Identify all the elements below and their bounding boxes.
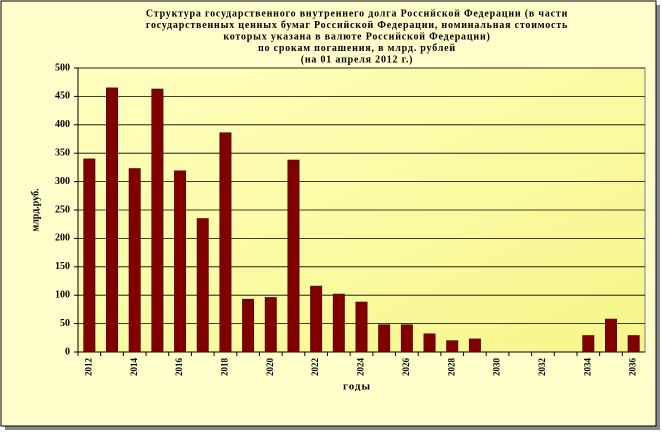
x-tick-label: 2024 bbox=[356, 358, 366, 377]
bar bbox=[582, 335, 595, 353]
x-tick-label: 2012 bbox=[83, 358, 93, 377]
bar bbox=[219, 132, 232, 353]
bar bbox=[151, 88, 164, 353]
bar bbox=[400, 324, 413, 353]
bar bbox=[355, 301, 368, 353]
x-tick-label: 2026 bbox=[401, 358, 411, 377]
x-tick-label: 2036 bbox=[628, 358, 638, 377]
bar bbox=[128, 168, 141, 353]
x-tick-label: 2018 bbox=[219, 358, 229, 377]
x-tick-label: 2034 bbox=[582, 358, 592, 377]
x-tick-label: 2020 bbox=[265, 358, 275, 377]
x-tick-label: 2016 bbox=[174, 358, 184, 377]
title-line: которых указана в валюте Российской Феде… bbox=[223, 31, 490, 42]
bar bbox=[468, 338, 481, 353]
bar bbox=[310, 285, 323, 353]
bar bbox=[627, 335, 640, 353]
bar bbox=[174, 170, 187, 353]
x-tick-label: 2022 bbox=[310, 358, 320, 377]
x-tick-label: 2030 bbox=[492, 358, 502, 377]
y-tick-label: 300 bbox=[55, 176, 70, 187]
x-axis-label: годы bbox=[343, 381, 371, 393]
y-tick-label: 0 bbox=[65, 346, 70, 357]
y-tick-label: 100 bbox=[55, 289, 70, 300]
title-line: Структура государственного внутреннего д… bbox=[146, 8, 568, 19]
x-tick-label: 2032 bbox=[537, 358, 547, 377]
y-tick-label: 350 bbox=[55, 147, 70, 158]
title-line: (на 01 апреля 2012 г.) bbox=[301, 54, 414, 65]
bar bbox=[83, 158, 96, 353]
bar bbox=[287, 159, 300, 353]
title: Структура государственного внутреннего д… bbox=[146, 8, 568, 65]
y-tick-label: 400 bbox=[55, 119, 70, 130]
bar bbox=[446, 340, 459, 353]
x-tick-label: 2014 bbox=[129, 358, 139, 377]
bar bbox=[332, 293, 345, 353]
y-tick-label: 50 bbox=[60, 318, 70, 329]
y-tick-label: 500 bbox=[55, 62, 70, 73]
y-axis-label: млрд.руб. bbox=[30, 188, 41, 232]
x-tick-label: 2028 bbox=[446, 358, 456, 377]
y-tick-label: 250 bbox=[55, 204, 70, 215]
bar bbox=[378, 324, 391, 353]
title-line: государственных ценных бумаг Российской … bbox=[146, 20, 568, 31]
y-tick-label: 450 bbox=[55, 91, 70, 102]
bar bbox=[264, 297, 277, 353]
y-tick-label: 200 bbox=[55, 233, 70, 244]
bar bbox=[106, 87, 118, 353]
title-line: по срокам погашения, в млрд. рублей bbox=[258, 43, 456, 54]
bar bbox=[605, 318, 617, 353]
bar bbox=[242, 298, 255, 353]
bar bbox=[423, 333, 436, 353]
bar bbox=[196, 218, 209, 353]
y-tick-label: 150 bbox=[55, 261, 70, 272]
